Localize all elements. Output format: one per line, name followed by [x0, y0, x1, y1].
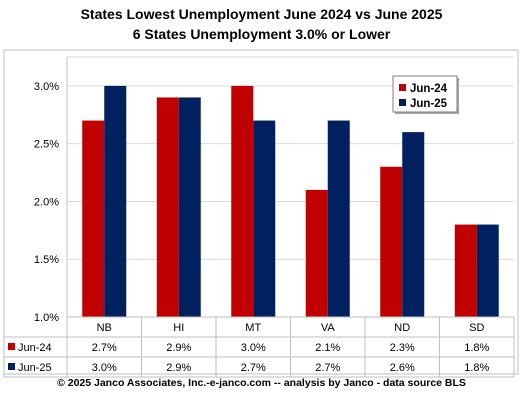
chart-subtitle: 6 States Unemployment 3.0% or Lower — [132, 26, 391, 42]
legend-swatch — [399, 99, 406, 106]
bar-jun-25-hi — [178, 97, 201, 317]
bar-jun-24-va — [305, 189, 328, 317]
x-tick-label: MT — [245, 322, 261, 334]
legend-swatch — [399, 84, 406, 91]
x-tick-label: VA — [321, 322, 336, 334]
x-tick-label: SD — [469, 322, 484, 334]
chart-border — [3, 49, 519, 375]
table-cell: 3.0% — [241, 342, 266, 354]
bar-jun-24-sd — [454, 224, 477, 317]
bar-jun-25-mt — [253, 120, 276, 317]
chart-footer: © 2025 Janco Associates, Inc.-e-janco.co… — [57, 377, 466, 389]
bar-jun-25-va — [327, 120, 350, 317]
table-cell: 2.1% — [315, 342, 340, 354]
table-cell: 2.7% — [315, 362, 340, 374]
bar-jun-24-nd — [380, 166, 403, 317]
y-tick-label: 1.0% — [34, 312, 59, 324]
table-cell: 3.0% — [92, 362, 117, 374]
table-cell: 2.6% — [390, 362, 415, 374]
x-tick-label: HI — [173, 322, 184, 334]
legend-key-jun-25 — [8, 363, 15, 370]
y-tick-label: 2.0% — [34, 196, 59, 208]
bar-jun-25-nd — [402, 132, 425, 317]
x-tick-label: ND — [394, 322, 410, 334]
legend-label: Jun-25 — [410, 98, 448, 110]
table-cell: 2.9% — [166, 362, 191, 374]
x-tick-label: NB — [97, 322, 112, 334]
legend-key-jun-24 — [8, 343, 15, 350]
table-cell: 2.9% — [166, 342, 191, 354]
bar-jun-25-nb — [104, 85, 127, 317]
bar-jun-24-hi — [156, 97, 179, 317]
bar-jun-24-nb — [82, 120, 105, 317]
table-cell: 2.7% — [92, 342, 117, 354]
table-cell: 1.8% — [464, 342, 489, 354]
table-cell: 1.8% — [464, 362, 489, 374]
chart-title: States Lowest Unemployment June 2024 vs … — [80, 6, 443, 22]
table-row-label: Jun-24 — [18, 342, 52, 354]
table-cell: 2.3% — [390, 342, 415, 354]
y-tick-label: 3.0% — [34, 81, 59, 93]
table-cell: 2.7% — [241, 362, 266, 374]
bar-jun-24-mt — [231, 85, 254, 317]
legend-label: Jun-24 — [410, 83, 448, 95]
y-tick-label: 2.5% — [34, 139, 59, 151]
table-row-label: Jun-25 — [18, 362, 52, 374]
bar-jun-25-sd — [476, 224, 499, 317]
y-tick-label: 1.5% — [34, 254, 59, 266]
